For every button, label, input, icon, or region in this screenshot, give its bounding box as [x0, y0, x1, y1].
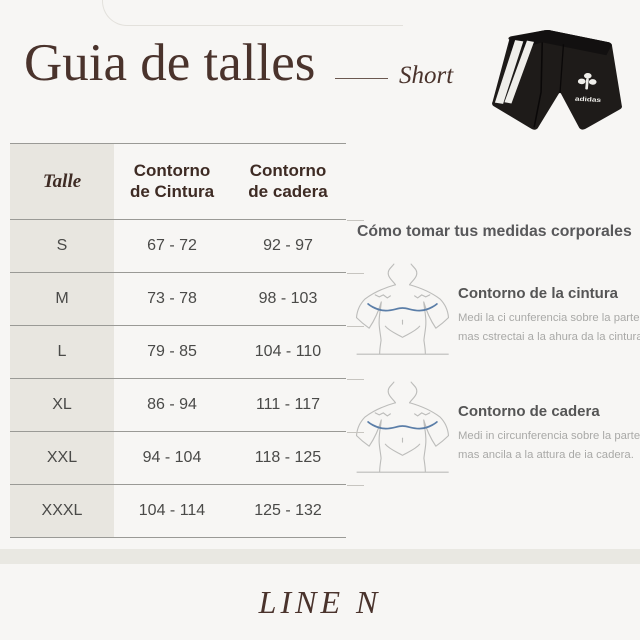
svg-text:adidas: adidas	[575, 95, 602, 104]
